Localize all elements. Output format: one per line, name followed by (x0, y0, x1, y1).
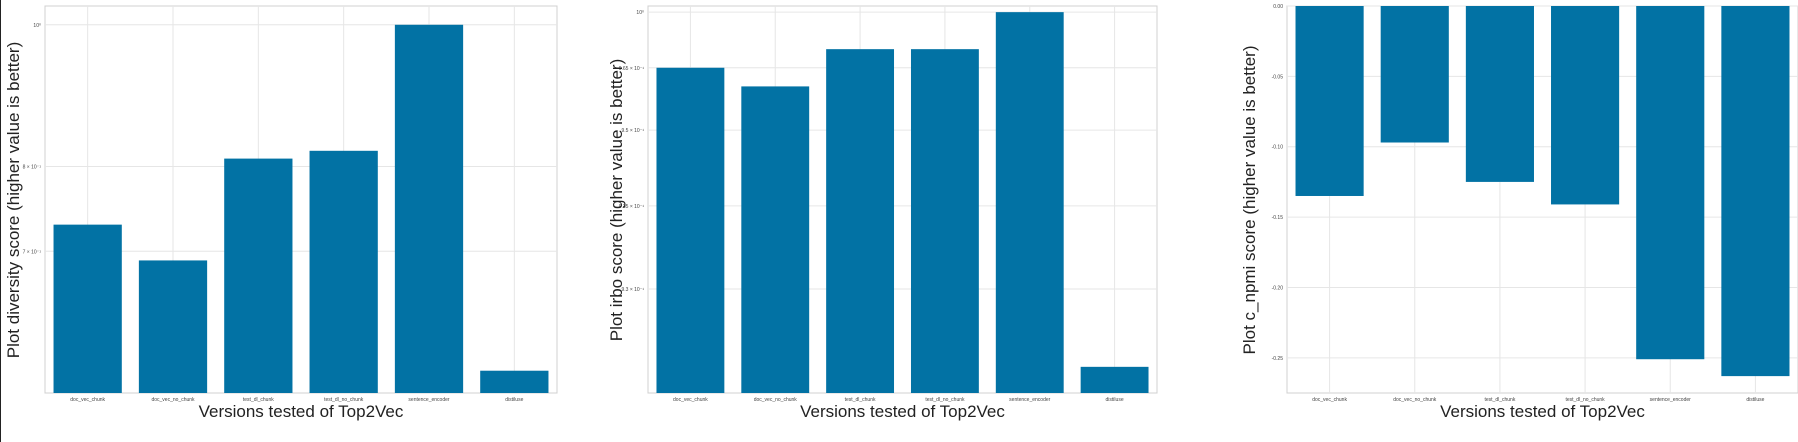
x-tick-label: doc_vec_chunk (70, 397, 105, 403)
y-tick-label: 10⁰ (33, 23, 41, 29)
diversity-chart: 7 × 10⁻¹ 8 × 10⁻¹ 10⁰ doc_vec_chunk doc_vec_… (4, 5, 558, 421)
x-tick-label: distiluse (505, 397, 523, 403)
x-tick-label: doc_vec_no_chunk (151, 397, 195, 403)
x-tick-label: doc_vec_no_chunk (1393, 397, 1437, 403)
y-tick-label: 0.00 (1273, 4, 1283, 10)
x-tick-label: sentence_encoder (1650, 397, 1691, 403)
y-tick-label: -0.25 (1272, 356, 1284, 362)
y-tick-label: 9.65 × 10⁻¹ (619, 66, 645, 72)
bar (995, 12, 1064, 393)
y-tick-label: -0.15 (1272, 215, 1284, 221)
bar (480, 370, 549, 393)
y-axis-title: Plot diversity score (higher value is be… (4, 42, 23, 359)
x-tick-label: test_dl_chunk (1484, 397, 1515, 403)
irbo-chart: 9.3 × 10⁻¹ 9.35 × 10⁻¹ 9.5 × 10⁻¹ 9.65 × 10… (607, 5, 1158, 421)
bar (394, 24, 464, 394)
y-tick-label: 10⁰ (636, 10, 644, 16)
bar (1721, 6, 1790, 377)
y-tick-label: -0.20 (1272, 285, 1284, 291)
bar (741, 86, 810, 394)
bar (1636, 6, 1705, 360)
x-tick-label: doc_vec_no_chunk (754, 397, 798, 403)
bar (309, 150, 378, 393)
y-tick-label: 9.3 × 10⁻¹ (621, 287, 644, 293)
plot-frame (647, 5, 1158, 394)
y-tick-label: 9.35 × 10⁻¹ (619, 204, 645, 210)
x-tick-label: test_dl_chunk (845, 397, 876, 403)
bar (1551, 6, 1620, 205)
bar (1295, 6, 1364, 196)
bar (1080, 366, 1149, 393)
x-axis-title: Versions tested of Top2Vec (1440, 402, 1645, 421)
x-tick-label: distiluse (1106, 397, 1124, 403)
y-tick-label: 9.5 × 10⁻¹ (621, 128, 644, 134)
bar (53, 224, 122, 393)
bar (224, 158, 293, 393)
x-tick-label: sentence_encoder (408, 397, 449, 403)
x-tick-label: test_dl_no_chunk (1565, 397, 1605, 403)
x-tick-label: doc_vec_chunk (1312, 397, 1347, 403)
x-tick-label: test_dl_no_chunk (324, 397, 364, 403)
bar (656, 67, 725, 393)
y-axis-title: Plot c_npmi score (higher value is bette… (1240, 46, 1259, 355)
bar (1465, 6, 1534, 182)
x-tick-label: test_dl_chunk (243, 397, 274, 403)
c-npmi-chart: 0.00 -0.05 -0.10 -0.15 -0.20 -0.25 doc_vec_chu… (1240, 4, 1798, 421)
bar (1380, 6, 1449, 143)
x-axis-title: Versions tested of Top2Vec (800, 402, 1005, 421)
bar (826, 49, 895, 394)
y-axis-title: Plot irbo score (higher value is better) (607, 59, 626, 342)
y-tick-label: 8 × 10⁻¹ (23, 164, 42, 170)
bar (910, 49, 979, 394)
plot-frame (1286, 5, 1798, 394)
x-tick-label: test_dl_no_chunk (925, 397, 965, 403)
window-edge (0, 0, 1, 442)
x-axis-title: Versions tested of Top2Vec (199, 402, 404, 421)
x-tick-label: sentence_encoder (1009, 397, 1050, 403)
plot-frame (44, 5, 558, 394)
bar (138, 260, 208, 393)
y-tick-label: 7 × 10⁻¹ (23, 249, 42, 255)
y-tick-label: -0.10 (1272, 145, 1284, 151)
x-tick-label: distiluse (1746, 397, 1764, 403)
y-tick-label: -0.05 (1272, 74, 1284, 80)
x-tick-label: doc_vec_chunk (673, 397, 708, 403)
